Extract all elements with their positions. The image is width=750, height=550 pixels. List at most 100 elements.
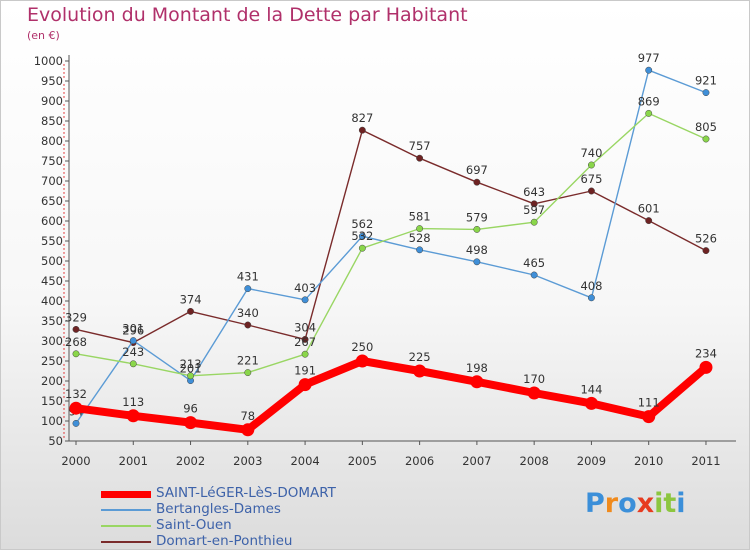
chart-subtitle: (en €) (27, 29, 60, 42)
data-label: 268 (65, 335, 87, 349)
data-label: 465 (523, 256, 545, 270)
data-point (416, 246, 424, 254)
y-minor-tick (63, 244, 65, 246)
legend-swatch (101, 509, 151, 511)
y-minor-tick (63, 212, 65, 214)
data-label: 113 (122, 395, 144, 409)
y-tick-label: 650 (41, 194, 63, 208)
x-tick-label: 2006 (405, 454, 434, 468)
data-label: 198 (466, 361, 488, 375)
y-minor-tick (63, 252, 65, 254)
y-minor-tick (63, 132, 65, 134)
data-label: 827 (351, 111, 373, 125)
logo-letter: x (636, 488, 655, 519)
logo-letter: t (663, 488, 677, 519)
data-label: 977 (638, 51, 660, 65)
data-label: 111 (638, 396, 660, 410)
y-minor-tick (63, 92, 65, 94)
series-line (75, 112, 707, 377)
x-tick-label: 2010 (634, 454, 663, 468)
data-point (702, 89, 710, 97)
y-tick-label: 250 (41, 354, 63, 368)
y-tick-label: 450 (41, 274, 63, 288)
y-tick-label: 300 (41, 334, 63, 348)
data-label: 225 (409, 350, 431, 364)
y-minor-tick (63, 436, 65, 438)
data-label: 340 (237, 306, 259, 320)
y-minor-tick (63, 348, 65, 350)
data-point (355, 354, 369, 368)
y-minor-tick (63, 344, 65, 346)
data-point (241, 423, 255, 437)
y-minor-tick (63, 116, 65, 118)
series-3: 329 296 374 340 304 827 757 697 643 675 601 526 (65, 111, 717, 347)
y-minor-tick (63, 156, 65, 158)
legend-label: Bertangles-Dames (156, 501, 281, 517)
y-minor-tick (63, 64, 65, 66)
data-label: 921 (695, 74, 717, 88)
data-label: 132 (65, 387, 87, 401)
y-minor-tick (63, 324, 65, 326)
y-minor-tick (63, 152, 65, 154)
y-minor-tick (63, 248, 65, 250)
data-point (642, 410, 656, 424)
data-point (413, 364, 427, 378)
data-point (702, 247, 710, 255)
data-point (358, 232, 366, 240)
data-point (584, 396, 598, 410)
data-label: 675 (580, 172, 602, 186)
data-point (187, 307, 194, 315)
y-minor-tick (63, 312, 65, 314)
y-minor-tick (63, 364, 65, 366)
data-label: 78 (240, 409, 255, 423)
y-minor-tick (63, 164, 65, 166)
data-label: 296 (122, 324, 144, 338)
y-minor-tick (63, 228, 65, 230)
x-tick-label: 2003 (233, 454, 262, 468)
data-label: 697 (466, 163, 488, 177)
data-label: 234 (695, 346, 717, 360)
y-minor-tick (63, 284, 65, 286)
data-label: 643 (523, 185, 545, 199)
data-point (129, 360, 137, 368)
data-label: 498 (466, 243, 488, 257)
data-label: 532 (351, 229, 373, 243)
data-point (587, 294, 595, 302)
data-label: 740 (580, 146, 602, 160)
y-tick-label: 750 (41, 154, 63, 168)
x-tick-label: 2000 (61, 454, 90, 468)
logo-letter: o (618, 488, 637, 519)
y-minor-tick (63, 84, 65, 86)
y-minor-tick (63, 136, 65, 138)
proxiti-logo: Proxiti (585, 488, 686, 519)
y-tick-label: 50 (48, 434, 63, 448)
y-minor-tick (63, 128, 65, 130)
y-minor-tick (63, 148, 65, 150)
data-point (301, 296, 309, 304)
y-minor-tick (63, 388, 65, 390)
data-point (358, 126, 366, 134)
data-point (473, 258, 481, 266)
data-label: 213 (180, 357, 202, 371)
y-minor-tick (63, 416, 65, 418)
data-point (587, 161, 595, 169)
data-label: 191 (294, 364, 316, 378)
data-point (530, 200, 538, 208)
y-minor-tick (63, 412, 65, 414)
y-minor-tick (63, 232, 65, 234)
x-tick-label: 2005 (348, 454, 377, 468)
y-tick-label: 150 (41, 394, 63, 408)
logo-letter: i (654, 488, 664, 519)
series-line (75, 357, 709, 434)
data-point (358, 244, 366, 252)
data-point (645, 217, 653, 225)
y-minor-tick (63, 208, 65, 210)
y-tick-label: 900 (41, 94, 63, 108)
legend-label: Domart-en-Ponthieu (156, 533, 293, 549)
y-minor-tick (63, 192, 65, 194)
y-minor-tick (63, 264, 65, 266)
data-label: 221 (237, 354, 259, 368)
data-label: 301 (122, 322, 144, 336)
series-line (75, 69, 707, 424)
